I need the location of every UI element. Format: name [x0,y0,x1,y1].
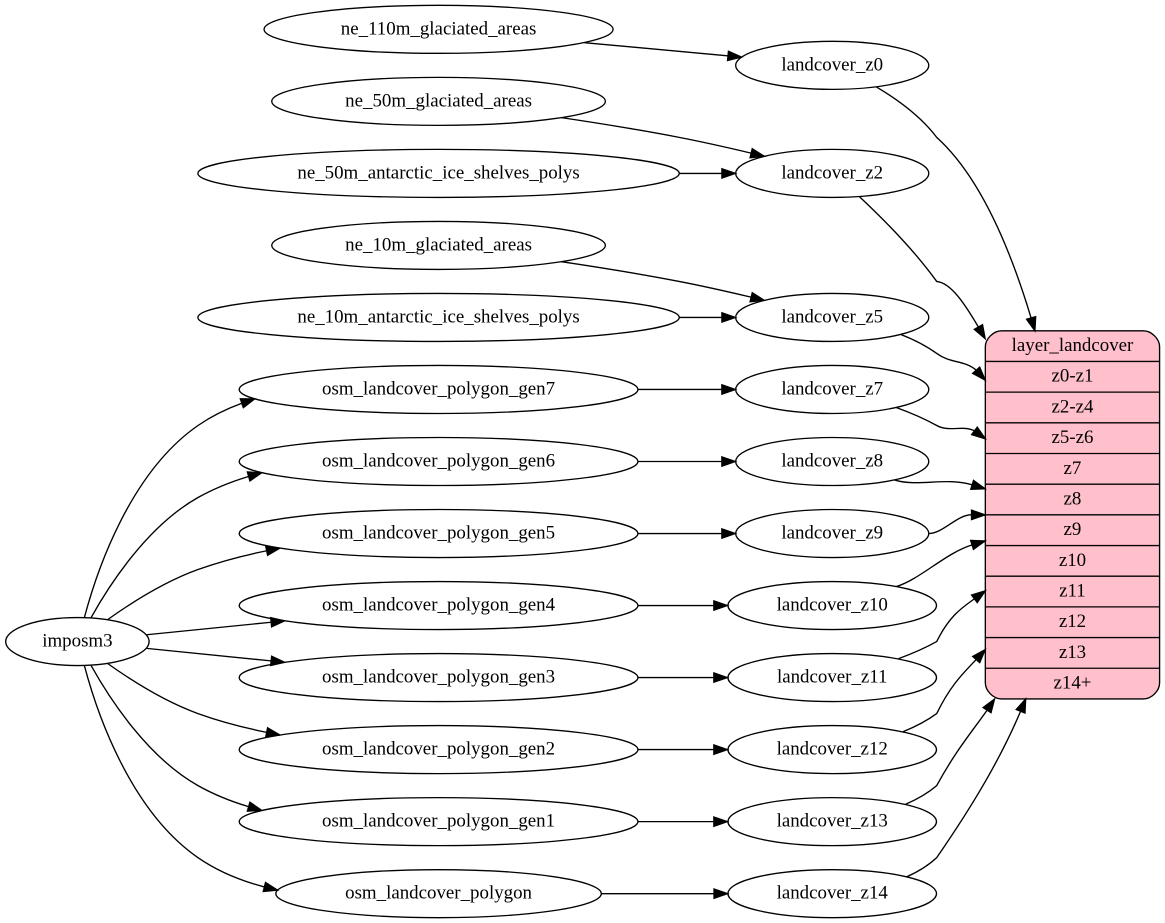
svg-text:ne_50m_glaciated_areas: ne_50m_glaciated_areas [345,90,532,111]
svg-text:z10: z10 [1059,550,1086,571]
svg-text:osm_landcover_polygon_gen5: osm_landcover_polygon_gen5 [322,523,555,544]
svg-text:landcover_z14: landcover_z14 [777,883,889,904]
svg-text:z11: z11 [1059,581,1086,602]
svg-text:landcover_z11: landcover_z11 [777,667,888,688]
svg-text:osm_landcover_polygon_gen1: osm_landcover_polygon_gen1 [322,811,555,832]
svg-text:ne_110m_glaciated_areas: ne_110m_glaciated_areas [341,18,537,39]
svg-text:z0-z1: z0-z1 [1051,366,1093,387]
svg-text:osm_landcover_polygon: osm_landcover_polygon [345,883,532,904]
svg-text:landcover_z13: landcover_z13 [777,811,888,832]
svg-text:landcover_z5: landcover_z5 [781,306,883,327]
svg-text:ne_50m_antarctic_ice_shelves_p: ne_50m_antarctic_ice_shelves_polys [297,162,579,183]
svg-text:z7: z7 [1064,458,1082,479]
svg-text:osm_landcover_polygon_gen6: osm_landcover_polygon_gen6 [322,451,555,472]
svg-text:landcover_z7: landcover_z7 [781,379,883,400]
svg-text:z13: z13 [1059,642,1086,663]
svg-text:ne_10m_glaciated_areas: ne_10m_glaciated_areas [345,234,532,255]
svg-text:osm_landcover_polygon_gen7: osm_landcover_polygon_gen7 [322,379,555,400]
svg-text:osm_landcover_polygon_gen2: osm_landcover_polygon_gen2 [322,739,555,760]
svg-text:ne_10m_antarctic_ice_shelves_p: ne_10m_antarctic_ice_shelves_polys [297,306,579,327]
svg-text:landcover_z8: landcover_z8 [781,451,883,472]
svg-text:imposm3: imposm3 [42,631,112,652]
svg-text:landcover_z9: landcover_z9 [781,523,883,544]
svg-text:landcover_z12: landcover_z12 [777,739,888,760]
svg-text:z9: z9 [1064,519,1082,540]
svg-text:z5-z6: z5-z6 [1051,427,1093,448]
svg-text:landcover_z2: landcover_z2 [781,162,883,183]
svg-text:z8: z8 [1064,489,1082,510]
svg-text:landcover_z0: landcover_z0 [781,54,883,75]
svg-text:z12: z12 [1059,611,1086,632]
svg-text:z2-z4: z2-z4 [1051,397,1094,418]
svg-text:z14+: z14+ [1053,673,1091,694]
svg-text:osm_landcover_polygon_gen4: osm_landcover_polygon_gen4 [322,595,556,616]
svg-text:landcover_z10: landcover_z10 [777,595,888,616]
svg-text:osm_landcover_polygon_gen3: osm_landcover_polygon_gen3 [322,667,555,688]
svg-text:layer_landcover: layer_landcover [1012,335,1134,356]
